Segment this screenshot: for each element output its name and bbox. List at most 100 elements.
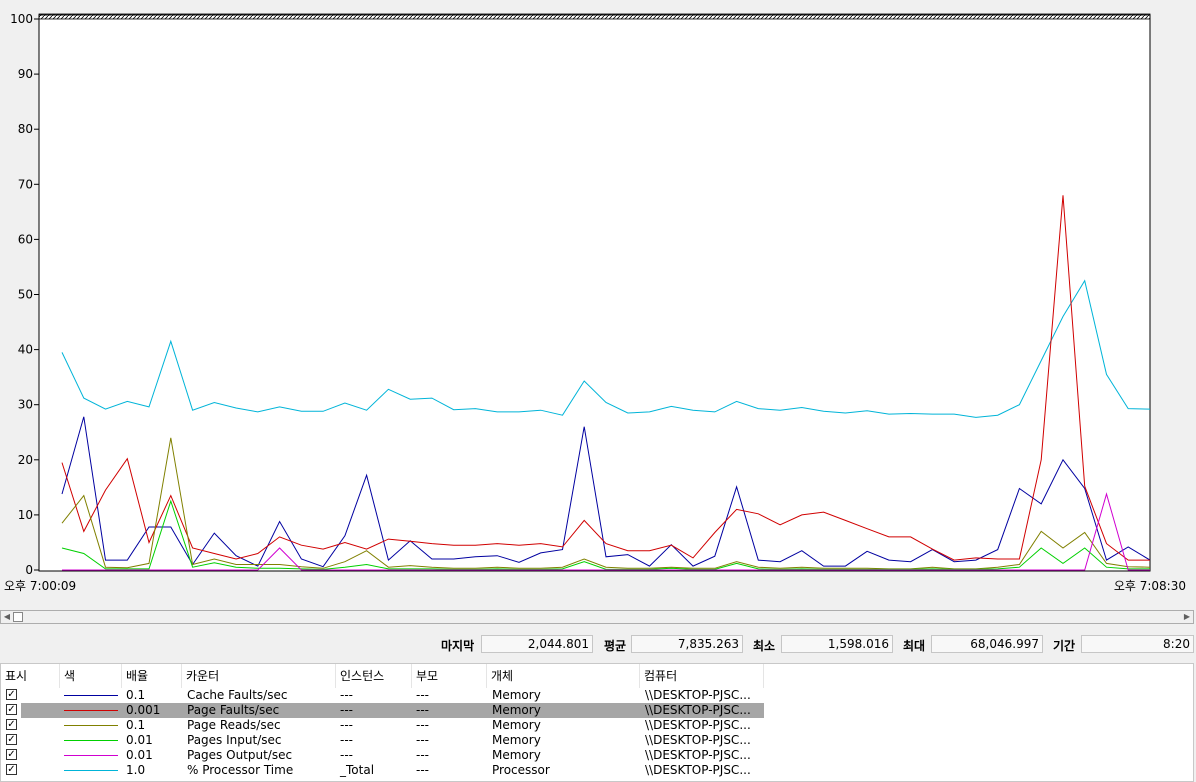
parent-cell: --- bbox=[416, 718, 429, 732]
scroll-right-arrow-icon[interactable]: ▶ bbox=[1183, 612, 1191, 621]
table-row[interactable]: ✓ 1.0 % Processor Time _Total --- Processor \\… bbox=[1, 763, 1193, 778]
counter-table: 표시 색 배율 카운터 인스턴스 부모 개체 컴퓨터 ✓ 0.1 Cache Fau… bbox=[0, 663, 1194, 782]
parent-cell: --- bbox=[416, 733, 429, 747]
header-parent[interactable]: 부모 bbox=[412, 664, 487, 688]
scale-cell: 0.1 bbox=[126, 718, 146, 732]
instance-cell: --- bbox=[340, 703, 353, 717]
top-hatch-bar bbox=[38, 13, 1151, 20]
object-cell: Memory bbox=[492, 703, 541, 717]
header-object[interactable]: 개체 bbox=[487, 664, 640, 688]
series-color-swatch bbox=[64, 770, 118, 771]
computer-cell: \\DESKTOP-PJSC... bbox=[645, 688, 751, 702]
y-tick-label: 90 bbox=[18, 67, 33, 81]
header-counter[interactable]: 카운터 bbox=[182, 664, 336, 688]
object-cell: Processor bbox=[492, 763, 550, 777]
last-value: 2,044.801 bbox=[481, 635, 593, 653]
computer-cell: \\DESKTOP-PJSC... bbox=[645, 748, 751, 762]
parent-cell: --- bbox=[416, 688, 429, 702]
y-tick-label: 50 bbox=[18, 288, 33, 302]
average-value: 7,835.263 bbox=[631, 635, 743, 653]
show-checkbox[interactable]: ✓ bbox=[6, 704, 17, 715]
duration-value: 8:20 bbox=[1081, 635, 1194, 653]
object-cell: Memory bbox=[492, 688, 541, 702]
series-line-1 bbox=[61, 416, 1151, 568]
object-cell: Memory bbox=[492, 748, 541, 762]
maximum-label: 최대 bbox=[903, 639, 926, 653]
counter-cell: % Processor Time bbox=[187, 763, 294, 777]
object-cell: Memory bbox=[492, 718, 541, 732]
y-tick-label: 80 bbox=[18, 122, 33, 136]
table-body: ✓ 0.1 Cache Faults/sec --- --- Memory \\DESKTO… bbox=[1, 688, 1193, 778]
time-axis-start-label: 오후 7:00:09 bbox=[4, 579, 77, 593]
time-axis-end-label: 오후 7:08:30 bbox=[1113, 579, 1186, 593]
table-row[interactable]: ✓ 0.1 Page Reads/sec --- --- Memory \\DESKTOP-… bbox=[1, 718, 1193, 733]
show-checkbox[interactable]: ✓ bbox=[6, 734, 17, 745]
average-label: 평균 bbox=[604, 639, 627, 653]
scroll-thumb[interactable] bbox=[13, 612, 23, 622]
scale-cell: 0.01 bbox=[126, 748, 153, 762]
maximum-value: 68,046.997 bbox=[931, 635, 1043, 653]
computer-cell: \\DESKTOP-PJSC... bbox=[645, 718, 751, 732]
y-tick-label: 70 bbox=[18, 177, 33, 191]
y-tick-label: 0 bbox=[25, 563, 33, 577]
show-checkbox[interactable]: ✓ bbox=[6, 719, 17, 730]
series-line-2 bbox=[61, 195, 1150, 561]
show-checkbox[interactable]: ✓ bbox=[6, 689, 17, 700]
computer-cell: \\DESKTOP-PJSC... bbox=[645, 703, 751, 717]
object-cell: Memory bbox=[492, 733, 541, 747]
parent-cell: --- bbox=[416, 763, 429, 777]
counter-cell: Cache Faults/sec bbox=[187, 688, 288, 702]
series-line-4 bbox=[61, 499, 1150, 570]
instance-cell: _Total bbox=[340, 763, 375, 777]
series-color-swatch bbox=[64, 695, 118, 696]
scale-cell: 0.001 bbox=[126, 703, 161, 717]
performance-chart: 0 10 20 30 40 50 60 70 80 90 100 bbox=[10, 12, 1151, 577]
scale-cell: 1.0 bbox=[126, 763, 146, 777]
instance-cell: --- bbox=[340, 718, 353, 732]
stats-bar: 마지막 2,044.801 평균 7,835.263 최소 1,598.016 … bbox=[0, 634, 1196, 654]
last-label: 마지막 bbox=[441, 639, 475, 653]
show-checkbox[interactable]: ✓ bbox=[6, 764, 17, 775]
scroll-left-arrow-icon[interactable]: ◀ bbox=[3, 612, 11, 621]
minimum-label: 최소 bbox=[753, 639, 776, 653]
plot-area[interactable] bbox=[38, 14, 1151, 572]
y-tick-label: 30 bbox=[18, 398, 33, 412]
header-show[interactable]: 표시 bbox=[1, 664, 60, 688]
y-tick-label: 20 bbox=[18, 453, 33, 467]
y-tick-label: 10 bbox=[18, 508, 33, 522]
counter-cell: Pages Input/sec bbox=[187, 733, 282, 747]
duration-label: 기간 bbox=[1053, 639, 1076, 653]
header-scale[interactable]: 배율 bbox=[122, 664, 182, 688]
instance-cell: --- bbox=[340, 748, 353, 762]
series-line-5 bbox=[62, 492, 1150, 571]
series-line-0 bbox=[61, 279, 1151, 418]
y-tick-label: 60 bbox=[18, 232, 33, 246]
header-color[interactable]: 색 bbox=[60, 664, 122, 688]
computer-cell: \\DESKTOP-PJSC... bbox=[645, 733, 751, 747]
time-scrollbar[interactable]: ◀ ▶ bbox=[0, 610, 1194, 624]
series-color-swatch bbox=[64, 755, 118, 756]
y-tick-label: 40 bbox=[18, 343, 33, 357]
table-row[interactable]: ✓ 0.01 Pages Input/sec --- --- Memory \\DESKTO… bbox=[1, 733, 1193, 748]
header-computer[interactable]: 컴퓨터 bbox=[640, 664, 764, 688]
scale-cell: 0.1 bbox=[126, 688, 146, 702]
header-instance[interactable]: 인스턴스 bbox=[336, 664, 412, 688]
table-row[interactable]: ✓ 0.1 Cache Faults/sec --- --- Memory \\DESKTO… bbox=[1, 688, 1193, 703]
minimum-value: 1,598.016 bbox=[781, 635, 893, 653]
parent-cell: --- bbox=[416, 748, 429, 762]
counter-cell: Pages Output/sec bbox=[187, 748, 293, 762]
computer-cell: \\DESKTOP-PJSC... bbox=[645, 763, 751, 777]
counter-cell: Page Reads/sec bbox=[187, 718, 281, 732]
scale-cell: 0.01 bbox=[126, 733, 153, 747]
table-header: 표시 색 배율 카운터 인스턴스 부모 개체 컴퓨터 bbox=[1, 664, 1193, 688]
table-row[interactable]: ✓ 0.001 Page Faults/sec --- --- Memory \\DESKT… bbox=[1, 703, 1193, 718]
instance-cell: --- bbox=[340, 688, 353, 702]
series-color-swatch bbox=[64, 740, 118, 741]
instance-cell: --- bbox=[340, 733, 353, 747]
parent-cell: --- bbox=[416, 703, 429, 717]
y-tick-label: 100 bbox=[10, 12, 33, 26]
table-row[interactable]: ✓ 0.01 Pages Output/sec --- --- Memory \\DESKT… bbox=[1, 748, 1193, 763]
show-checkbox[interactable]: ✓ bbox=[6, 749, 17, 760]
series-color-swatch bbox=[64, 710, 118, 711]
series-color-swatch bbox=[64, 725, 118, 726]
